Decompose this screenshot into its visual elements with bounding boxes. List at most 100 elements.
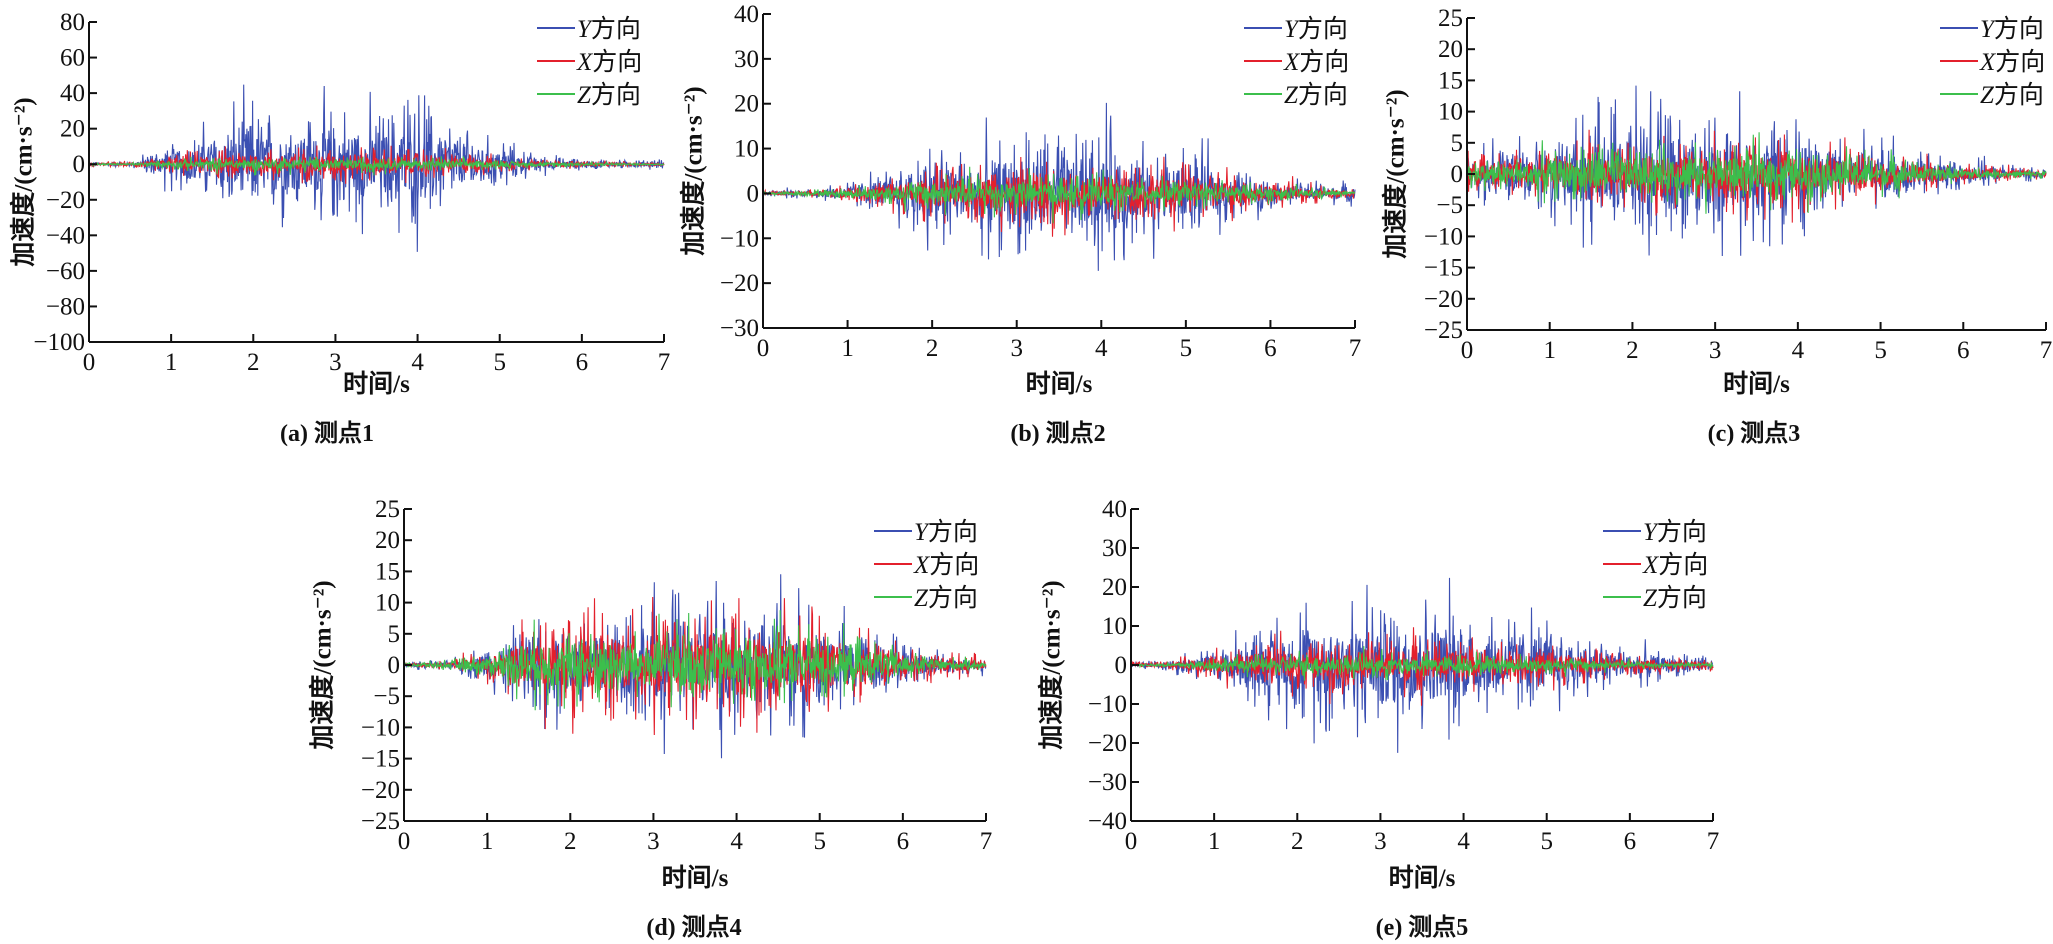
- x-tick-label: 0: [1125, 828, 1138, 855]
- x-tick-label: 2: [247, 349, 260, 376]
- x-tick-label: 4: [730, 828, 743, 855]
- x-axis-label: 时间/s: [662, 864, 729, 892]
- x-tick-label: 7: [1349, 335, 1362, 362]
- legend-label: Z方向: [1643, 584, 1707, 612]
- y-tick-label: 0: [388, 652, 401, 679]
- x-tick-label: 1: [841, 335, 854, 362]
- y-tick-label: 10: [375, 590, 400, 617]
- y-tick-label: −20: [361, 777, 400, 804]
- x-tick-label: 2: [564, 828, 577, 855]
- x-tick-label: 7: [658, 349, 671, 376]
- legend-label: Y方向: [1284, 15, 1348, 43]
- y-tick-label: −15: [1424, 255, 1463, 282]
- legend: Y方向 X方向 Z方向: [1603, 518, 1708, 612]
- x-tick-label: 4: [411, 349, 424, 376]
- y-tick-label: −100: [33, 329, 85, 356]
- y-tick-label: −20: [720, 270, 759, 297]
- x-tick-label: 3: [647, 828, 660, 855]
- x-tick-label: 0: [398, 828, 411, 855]
- y-tick-label: −40: [1088, 808, 1127, 835]
- y-tick-label: −20: [1424, 286, 1463, 313]
- y-tick-label: 40: [60, 80, 85, 107]
- y-tick-label: −30: [720, 315, 759, 342]
- y-tick-label: 10: [1102, 613, 1127, 640]
- series-line-Z方向: [88, 156, 665, 176]
- legend: Y方向 X方向 Z方向: [537, 15, 642, 109]
- y-axis-label: 加速度/(cm·s⁻²): [1037, 580, 1066, 750]
- x-tick-label: 1: [481, 828, 494, 855]
- x-tick-label: 1: [165, 349, 178, 376]
- y-tick-label: 20: [1438, 36, 1463, 63]
- subplot-caption: (e) 测点5: [1376, 914, 1469, 941]
- x-axis-label: 时间/s: [343, 370, 410, 398]
- x-tick-label: 7: [2040, 337, 2053, 364]
- x-tick-label: 5: [1874, 337, 1887, 364]
- y-tick-label: 20: [1102, 574, 1127, 601]
- y-tick-label: 20: [375, 527, 400, 554]
- y-tick-label: 0: [1451, 161, 1464, 188]
- x-tick-label: 4: [1095, 335, 1108, 362]
- y-tick-label: 15: [1438, 67, 1463, 94]
- legend: Y方向 X方向 Z方向: [1940, 15, 2045, 109]
- x-tick-label: 5: [1540, 828, 1553, 855]
- legend-label: Y方向: [1980, 15, 2044, 43]
- series-line-Z方向: [1130, 646, 1714, 681]
- x-tick-label: 2: [1291, 828, 1304, 855]
- legend-label: Y方向: [1643, 518, 1707, 546]
- y-tick-label: 30: [734, 46, 759, 73]
- x-tick-label: 5: [1180, 335, 1193, 362]
- legend-label: X方向: [576, 48, 642, 76]
- legend-label: X方向: [1979, 48, 2045, 76]
- x-tick-label: 1: [1208, 828, 1221, 855]
- subplot-caption: (c) 测点3: [1708, 420, 1801, 447]
- subplot-caption: (d) 测点4: [646, 914, 741, 941]
- y-tick-label: −10: [720, 225, 759, 252]
- x-tick-label: 2: [926, 335, 939, 362]
- subplot-3: −25 −20 −15 −10 −5 0 5 10 15 20 25 0 1 2 3 4 5 6 7 时间/s 加速度/…: [1381, 5, 2053, 447]
- y-tick-label: −10: [1424, 223, 1463, 250]
- x-tick-label: 0: [757, 335, 770, 362]
- x-tick-label: 4: [1792, 337, 1805, 364]
- y-tick-label: 40: [1102, 496, 1127, 523]
- x-tick-label: 6: [1957, 337, 1970, 364]
- y-tick-label: −20: [46, 187, 85, 214]
- y-tick-label: 10: [1438, 99, 1463, 126]
- y-tick-label: 5: [1451, 130, 1464, 157]
- y-tick-label: 20: [60, 116, 85, 143]
- y-tick-label: −30: [1088, 769, 1127, 796]
- x-axis-label: 时间/s: [1026, 370, 1093, 398]
- y-axis-label: 加速度/(cm·s⁻²): [679, 86, 708, 256]
- y-tick-label: 25: [1438, 5, 1463, 32]
- subplot-1: −100 −80 −60 −40 −20 0 20 40 60 80 0 1 2 3 4 5 6 7 时间/s 加速度…: [9, 9, 671, 447]
- x-axis-label: 时间/s: [1389, 864, 1456, 892]
- y-tick-label: 5: [388, 621, 401, 648]
- y-tick-label: −5: [373, 683, 400, 710]
- subplot-5: −40 −30 −20 −10 0 10 20 30 40 0 1 2 3 4 5 6 7 时间/s 加速度/(cm…: [1037, 496, 1720, 941]
- series-line-Y方向: [1130, 577, 1714, 753]
- x-axis-label: 时间/s: [1723, 370, 1790, 398]
- y-tick-label: 30: [1102, 535, 1127, 562]
- x-tick-label: 6: [576, 349, 589, 376]
- y-tick-label: −40: [46, 222, 85, 249]
- x-tick-label: 4: [1457, 828, 1470, 855]
- y-tick-label: −10: [1088, 691, 1127, 718]
- x-tick-label: 7: [980, 828, 993, 855]
- y-axis-label: 加速度/(cm·s⁻²): [1381, 89, 1410, 259]
- y-tick-label: 80: [60, 9, 85, 36]
- x-tick-label: 6: [1264, 335, 1277, 362]
- x-tick-label: 0: [1461, 337, 1474, 364]
- legend: Y方向 X方向 Z方向: [874, 518, 979, 612]
- subplot-caption: (b) 测点2: [1010, 420, 1105, 447]
- y-tick-label: −10: [361, 714, 400, 741]
- x-tick-label: 3: [329, 349, 342, 376]
- y-tick-label: 0: [1115, 652, 1128, 679]
- y-tick-label: 60: [60, 45, 85, 72]
- y-tick-label: 0: [73, 151, 86, 178]
- legend-label: Z方向: [1284, 81, 1348, 109]
- x-tick-label: 6: [897, 828, 910, 855]
- legend-label: Z方向: [577, 81, 641, 109]
- y-tick-label: 20: [734, 91, 759, 118]
- y-tick-label: 10: [734, 136, 759, 163]
- x-tick-label: 7: [1707, 828, 1720, 855]
- legend-label: Z方向: [914, 584, 978, 612]
